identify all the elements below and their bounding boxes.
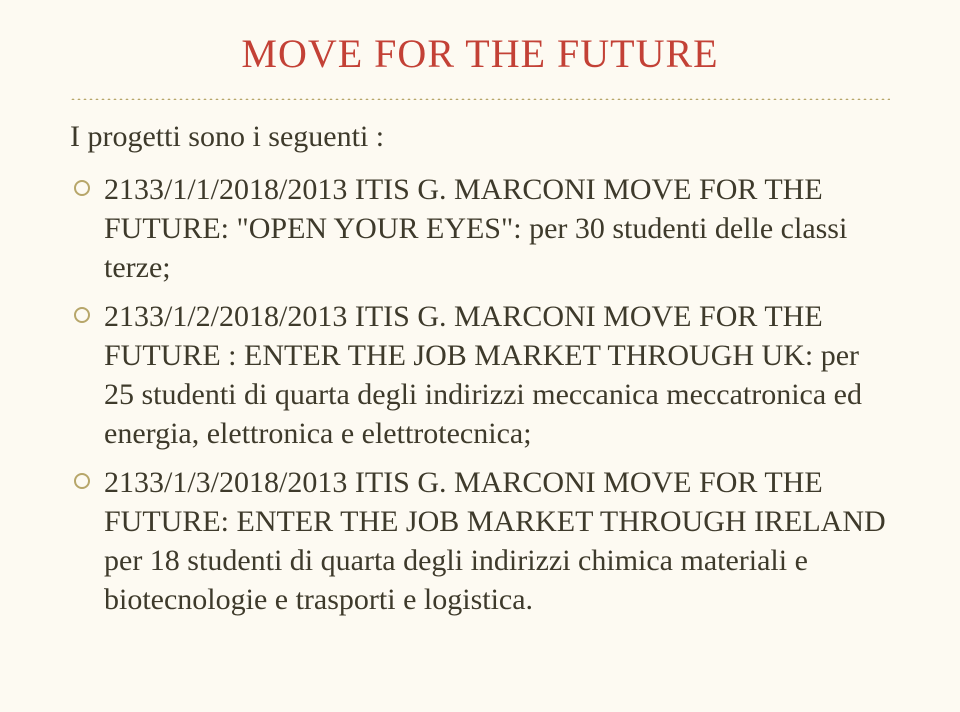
divider-dots <box>70 97 890 100</box>
list-item: 2133/1/2/2018/2013 ITIS G. MARCONI MOVE … <box>70 297 890 453</box>
presentation-slide: MOVE FOR THE FUTURE I progetti sono i se… <box>0 0 960 712</box>
intro-text: I progetti sono i seguenti : <box>70 118 890 156</box>
list-item: 2133/1/3/2018/2013 ITIS G. MARCONI MOVE … <box>70 463 890 619</box>
bullet-list: 2133/1/1/2018/2013 ITIS G. MARCONI MOVE … <box>70 170 890 619</box>
list-item: 2133/1/1/2018/2013 ITIS G. MARCONI MOVE … <box>70 170 890 287</box>
slide-title: MOVE FOR THE FUTURE <box>70 30 890 77</box>
